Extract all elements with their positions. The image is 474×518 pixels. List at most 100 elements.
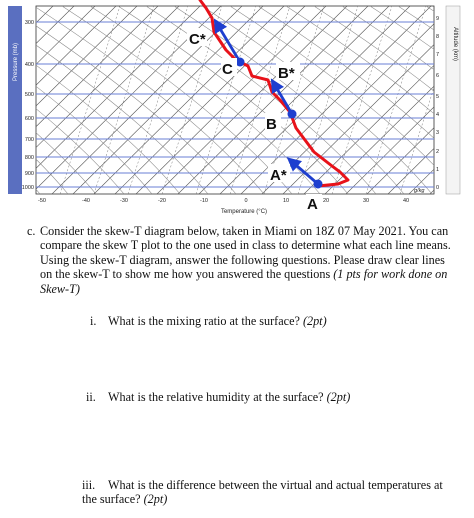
arrow-a-to-a-star	[286, 157, 319, 186]
question-c: c. Consider the skew-T diagram below, ta…	[27, 224, 460, 296]
pressure-tick-label: 800	[25, 155, 34, 161]
isotherm-line	[114, 6, 306, 194]
label-a: A	[306, 194, 322, 213]
temperature-axis-title: Temperature (°C)	[221, 209, 267, 215]
label-c-star: C*	[187, 28, 207, 48]
arrow-c-to-c-star	[213, 18, 242, 63]
isotherm-line	[303, 64, 434, 194]
isotherm-line	[219, 6, 411, 194]
pressure-axis-strip	[8, 6, 22, 194]
isotherm-line	[36, 6, 96, 65]
altitude-tick-labels: 9 8 7 6 5 4 3 2 1 0	[436, 16, 439, 191]
dry-adiabat-line	[229, 6, 434, 166]
svg-text:A: A	[307, 196, 318, 213]
altitude-axis-title: Altitude (km)	[452, 27, 458, 61]
mixing-ratio-line	[297, 6, 359, 194]
mixing-ratio-line	[229, 6, 291, 194]
pressure-tick-labels: 300 400 500 600 700 800 900 1000	[22, 20, 34, 191]
label-c: C	[221, 58, 237, 78]
pressure-tick-label: 700	[25, 137, 34, 143]
mixing-ratio-line	[263, 6, 325, 194]
svg-text:A*: A*	[270, 167, 287, 184]
point-a	[313, 179, 323, 189]
isotherm-line	[36, 6, 117, 86]
temperature-tick-label: 20	[323, 198, 329, 204]
dry-adiabat-line	[36, 44, 209, 194]
isotherm-line	[387, 148, 434, 194]
altitude-tick-label: 8	[436, 34, 439, 40]
pressure-tick-label: 300	[25, 20, 34, 26]
temperature-tick-labels: -50 -40 -30 -20 -10 0 10 20 30 40	[38, 198, 409, 204]
temperature-tick-label: 10	[283, 198, 289, 204]
pressure-axis-title: Pressure (mb)	[13, 43, 19, 81]
isotherm-line	[36, 6, 201, 169]
isotherm-line	[36, 6, 138, 107]
temperature-tick-label: -30	[120, 198, 128, 204]
svg-text:B: B	[266, 116, 277, 133]
label-a-star: A*	[268, 164, 290, 184]
mixing-ratio-line	[195, 6, 257, 194]
question-marker: c.	[27, 224, 36, 238]
dry-adiabat-line	[341, 6, 434, 71]
altitude-axis-strip	[445, 5, 461, 195]
svg-text:C: C	[222, 61, 233, 78]
altitude-tick-label: 3	[436, 130, 439, 136]
pressure-tick-label: 400	[25, 62, 34, 68]
isotherm-line	[177, 6, 369, 194]
altitude-tick-label: 9	[436, 16, 439, 22]
mixing-ratio-line	[399, 86, 434, 194]
question-ii: ii. What is the relative humidity at the …	[86, 390, 351, 404]
temperature-tick-label: 30	[363, 198, 369, 204]
isotherm-line	[72, 6, 264, 194]
pressure-tick-label: 1000	[22, 185, 34, 191]
dry-adiabat-line	[36, 132, 97, 194]
dry-adiabat-line	[117, 6, 349, 194]
altitude-tick-label: 1	[436, 167, 439, 173]
dry-adiabat-line	[313, 6, 434, 92]
isotherm-line	[198, 6, 390, 194]
mixing-ratio-line	[93, 6, 155, 194]
svg-text:B*: B*	[278, 65, 295, 82]
isotherm-line	[36, 6, 159, 128]
altitude-tick-label: 5	[436, 94, 439, 100]
point-c	[235, 57, 245, 67]
question-iii: iii. What is the difference between the v…	[82, 478, 443, 507]
dry-adiabat-line	[36, 108, 125, 194]
question-intro-points: (1 pts for work done on Skew-T)	[40, 267, 448, 296]
isotherm-line	[93, 6, 285, 194]
isotherm-line	[282, 44, 434, 194]
dry-adiabat-line	[257, 6, 434, 139]
label-b: B	[265, 113, 281, 133]
dry-adiabat-line	[36, 6, 265, 194]
background-lines	[36, 6, 434, 194]
plot-area	[35, 5, 435, 195]
dry-adiabat-line	[36, 25, 237, 194]
temperature-tick-label: -40	[82, 198, 90, 204]
isotherm-line	[36, 6, 180, 148]
mixing-ratio-line	[331, 6, 393, 194]
pressure-tick-label: 600	[25, 116, 34, 122]
question-i: i. What is the mixing ratio at the surfac…	[90, 314, 327, 328]
altitude-tick-label: 2	[436, 149, 439, 155]
dry-adiabat-line	[369, 6, 434, 50]
point-b	[287, 109, 297, 119]
mixing-ratio-line	[161, 6, 223, 194]
isotherm-line	[240, 6, 432, 194]
label-b-star: B*	[276, 62, 300, 82]
temperature-tick-label: -10	[200, 198, 208, 204]
dry-adiabat-line	[36, 85, 153, 194]
arrow-b-to-b-star	[270, 78, 294, 115]
question-section: c. Consider the skew-T diagram below, ta…	[0, 220, 474, 518]
isotherm-line	[135, 6, 327, 194]
mixing-ratio-line	[59, 6, 121, 194]
altitude-tick-label: 4	[436, 112, 439, 118]
dry-adiabat-line	[36, 64, 181, 194]
altitude-tick-label: 6	[436, 73, 439, 79]
isotherm-line	[366, 127, 434, 194]
pressure-tick-label: 900	[25, 171, 34, 177]
mixing-ratio-line	[127, 6, 189, 194]
isotherm-line	[156, 6, 348, 194]
svg-text:C*: C*	[189, 31, 206, 48]
question-intro: Consider the skew-T diagram below, taken…	[40, 224, 451, 282]
temperature-tick-label: 40	[403, 198, 409, 204]
